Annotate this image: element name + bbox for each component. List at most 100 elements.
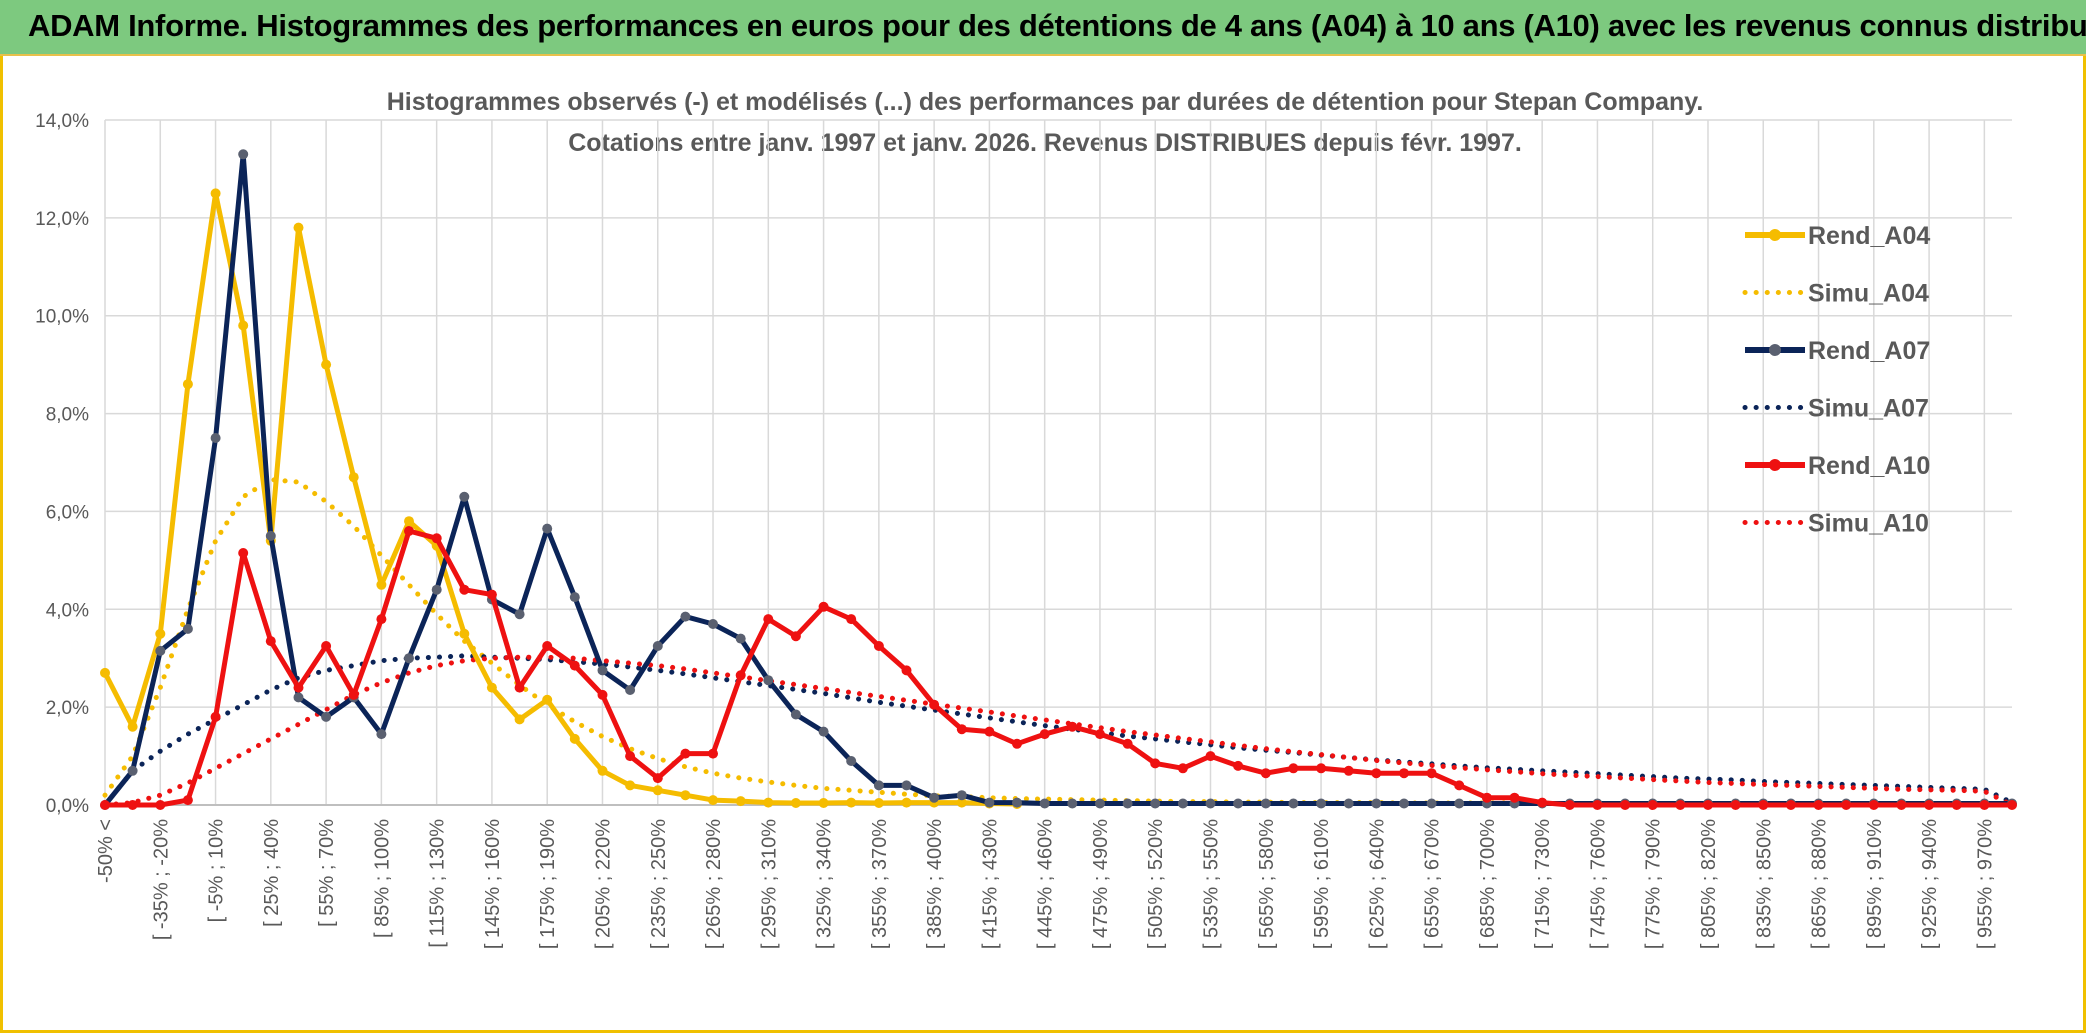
data-point bbox=[404, 516, 414, 527]
data-point bbox=[1620, 800, 1631, 810]
x-tick-label: [ 835% ; 850% bbox=[1753, 819, 1775, 949]
data-point bbox=[376, 614, 387, 625]
x-tick-label: [ 655% ; 670% bbox=[1422, 819, 1444, 949]
data-point bbox=[1399, 798, 1409, 809]
data-point bbox=[1343, 798, 1354, 809]
data-point bbox=[1454, 798, 1465, 809]
data-point bbox=[846, 756, 857, 766]
data-point bbox=[1951, 800, 1962, 810]
data-point bbox=[1703, 800, 1713, 810]
data-point bbox=[155, 645, 166, 656]
data-point bbox=[1067, 798, 1078, 809]
data-point bbox=[2007, 800, 2017, 810]
data-point bbox=[763, 675, 774, 686]
x-tick-label: [ 775% ; 790% bbox=[1643, 819, 1665, 949]
data-point bbox=[625, 685, 636, 695]
data-point bbox=[182, 379, 193, 390]
data-point bbox=[901, 797, 912, 808]
series-rend-a04 bbox=[100, 188, 1022, 809]
chart-title: Histogrammes observés (-) et modélisés (… bbox=[387, 88, 1704, 116]
data-point bbox=[182, 795, 193, 806]
legend: Rend_A04 Simu_A04 Rend_A07 Simu_A07 Rend_A10… bbox=[1742, 222, 1930, 538]
x-tick-label: [ 685% ; 700% bbox=[1477, 819, 1499, 949]
data-point bbox=[1924, 800, 1935, 810]
data-point bbox=[127, 765, 138, 776]
data-point bbox=[1399, 768, 1409, 779]
data-point bbox=[127, 800, 138, 810]
data-point bbox=[956, 724, 967, 735]
data-point bbox=[1039, 798, 1050, 809]
data-point bbox=[625, 780, 636, 791]
data-point bbox=[431, 584, 442, 595]
x-tick-label: [ -5% ; 10% bbox=[206, 819, 228, 923]
y-tick-label: 0,0% bbox=[46, 796, 89, 817]
x-tick-label: [ 865% ; 880% bbox=[1809, 819, 1831, 949]
data-point bbox=[790, 709, 801, 720]
data-point bbox=[1371, 798, 1382, 809]
data-point bbox=[569, 592, 580, 603]
data-point bbox=[1205, 751, 1216, 762]
data-point bbox=[680, 748, 691, 759]
x-tick-label: [ 385% ; 400% bbox=[924, 819, 946, 949]
series-line bbox=[102, 190, 1020, 807]
data-point bbox=[1095, 729, 1105, 740]
data-point bbox=[1150, 758, 1161, 769]
data-point bbox=[597, 765, 608, 776]
legend-label: Simu_A10 bbox=[1808, 510, 1929, 538]
series-simu-a10 bbox=[102, 654, 2015, 808]
data-point bbox=[708, 619, 718, 629]
x-tick-label: [ 565% ; 580% bbox=[1256, 819, 1278, 949]
legend-marker bbox=[1769, 459, 1781, 471]
data-point bbox=[929, 699, 940, 710]
y-tick-label: 4,0% bbox=[46, 600, 89, 621]
x-tick-label: [ 445% ; 460% bbox=[1035, 819, 1057, 949]
x-tick-label: [ 535% ; 550% bbox=[1201, 819, 1223, 949]
data-point bbox=[873, 780, 884, 791]
x-tick-label: [ 955% ; 970% bbox=[1974, 819, 1996, 949]
data-point bbox=[1122, 738, 1133, 749]
data-point bbox=[1454, 780, 1465, 791]
data-point bbox=[459, 584, 470, 595]
data-point bbox=[1012, 738, 1022, 749]
data-point bbox=[1316, 763, 1327, 774]
data-point bbox=[210, 188, 221, 199]
data-point bbox=[542, 694, 553, 705]
data-point bbox=[514, 682, 525, 693]
data-point bbox=[431, 533, 442, 544]
data-point bbox=[1288, 763, 1299, 774]
data-point bbox=[1813, 800, 1824, 810]
data-point bbox=[1150, 798, 1161, 809]
data-point bbox=[1481, 792, 1492, 803]
data-point bbox=[1067, 721, 1078, 732]
data-point bbox=[625, 751, 636, 762]
data-point bbox=[542, 523, 553, 534]
data-point bbox=[1205, 798, 1216, 809]
data-point bbox=[873, 798, 884, 808]
data-point bbox=[1012, 797, 1022, 808]
data-point bbox=[956, 797, 967, 808]
x-tick-label: [ 595% ; 610% bbox=[1311, 819, 1333, 949]
series-line bbox=[102, 528, 2015, 808]
data-point bbox=[265, 636, 276, 647]
data-point bbox=[1979, 800, 1990, 810]
data-point bbox=[708, 795, 718, 806]
data-point bbox=[680, 611, 691, 622]
data-point bbox=[238, 548, 249, 558]
data-point bbox=[1841, 800, 1852, 810]
data-point bbox=[597, 665, 608, 676]
data-point bbox=[321, 641, 332, 651]
data-point bbox=[1288, 798, 1299, 809]
data-point bbox=[956, 790, 967, 801]
data-point bbox=[210, 711, 221, 722]
data-point bbox=[1758, 800, 1769, 810]
series-simu-a04 bbox=[102, 477, 2015, 807]
data-point bbox=[182, 623, 193, 634]
data-point bbox=[790, 798, 801, 808]
data-point bbox=[569, 733, 580, 744]
legend-label: Simu_A04 bbox=[1808, 280, 1929, 308]
data-point bbox=[210, 433, 221, 443]
y-axis: 0,0% 2,0% 4,0% 6,0% 8,0% 10,0% 12,0% 14,0% bbox=[35, 111, 89, 817]
x-tick-label: [ 25% ; 40% bbox=[261, 819, 283, 927]
series-line bbox=[102, 653, 2015, 808]
